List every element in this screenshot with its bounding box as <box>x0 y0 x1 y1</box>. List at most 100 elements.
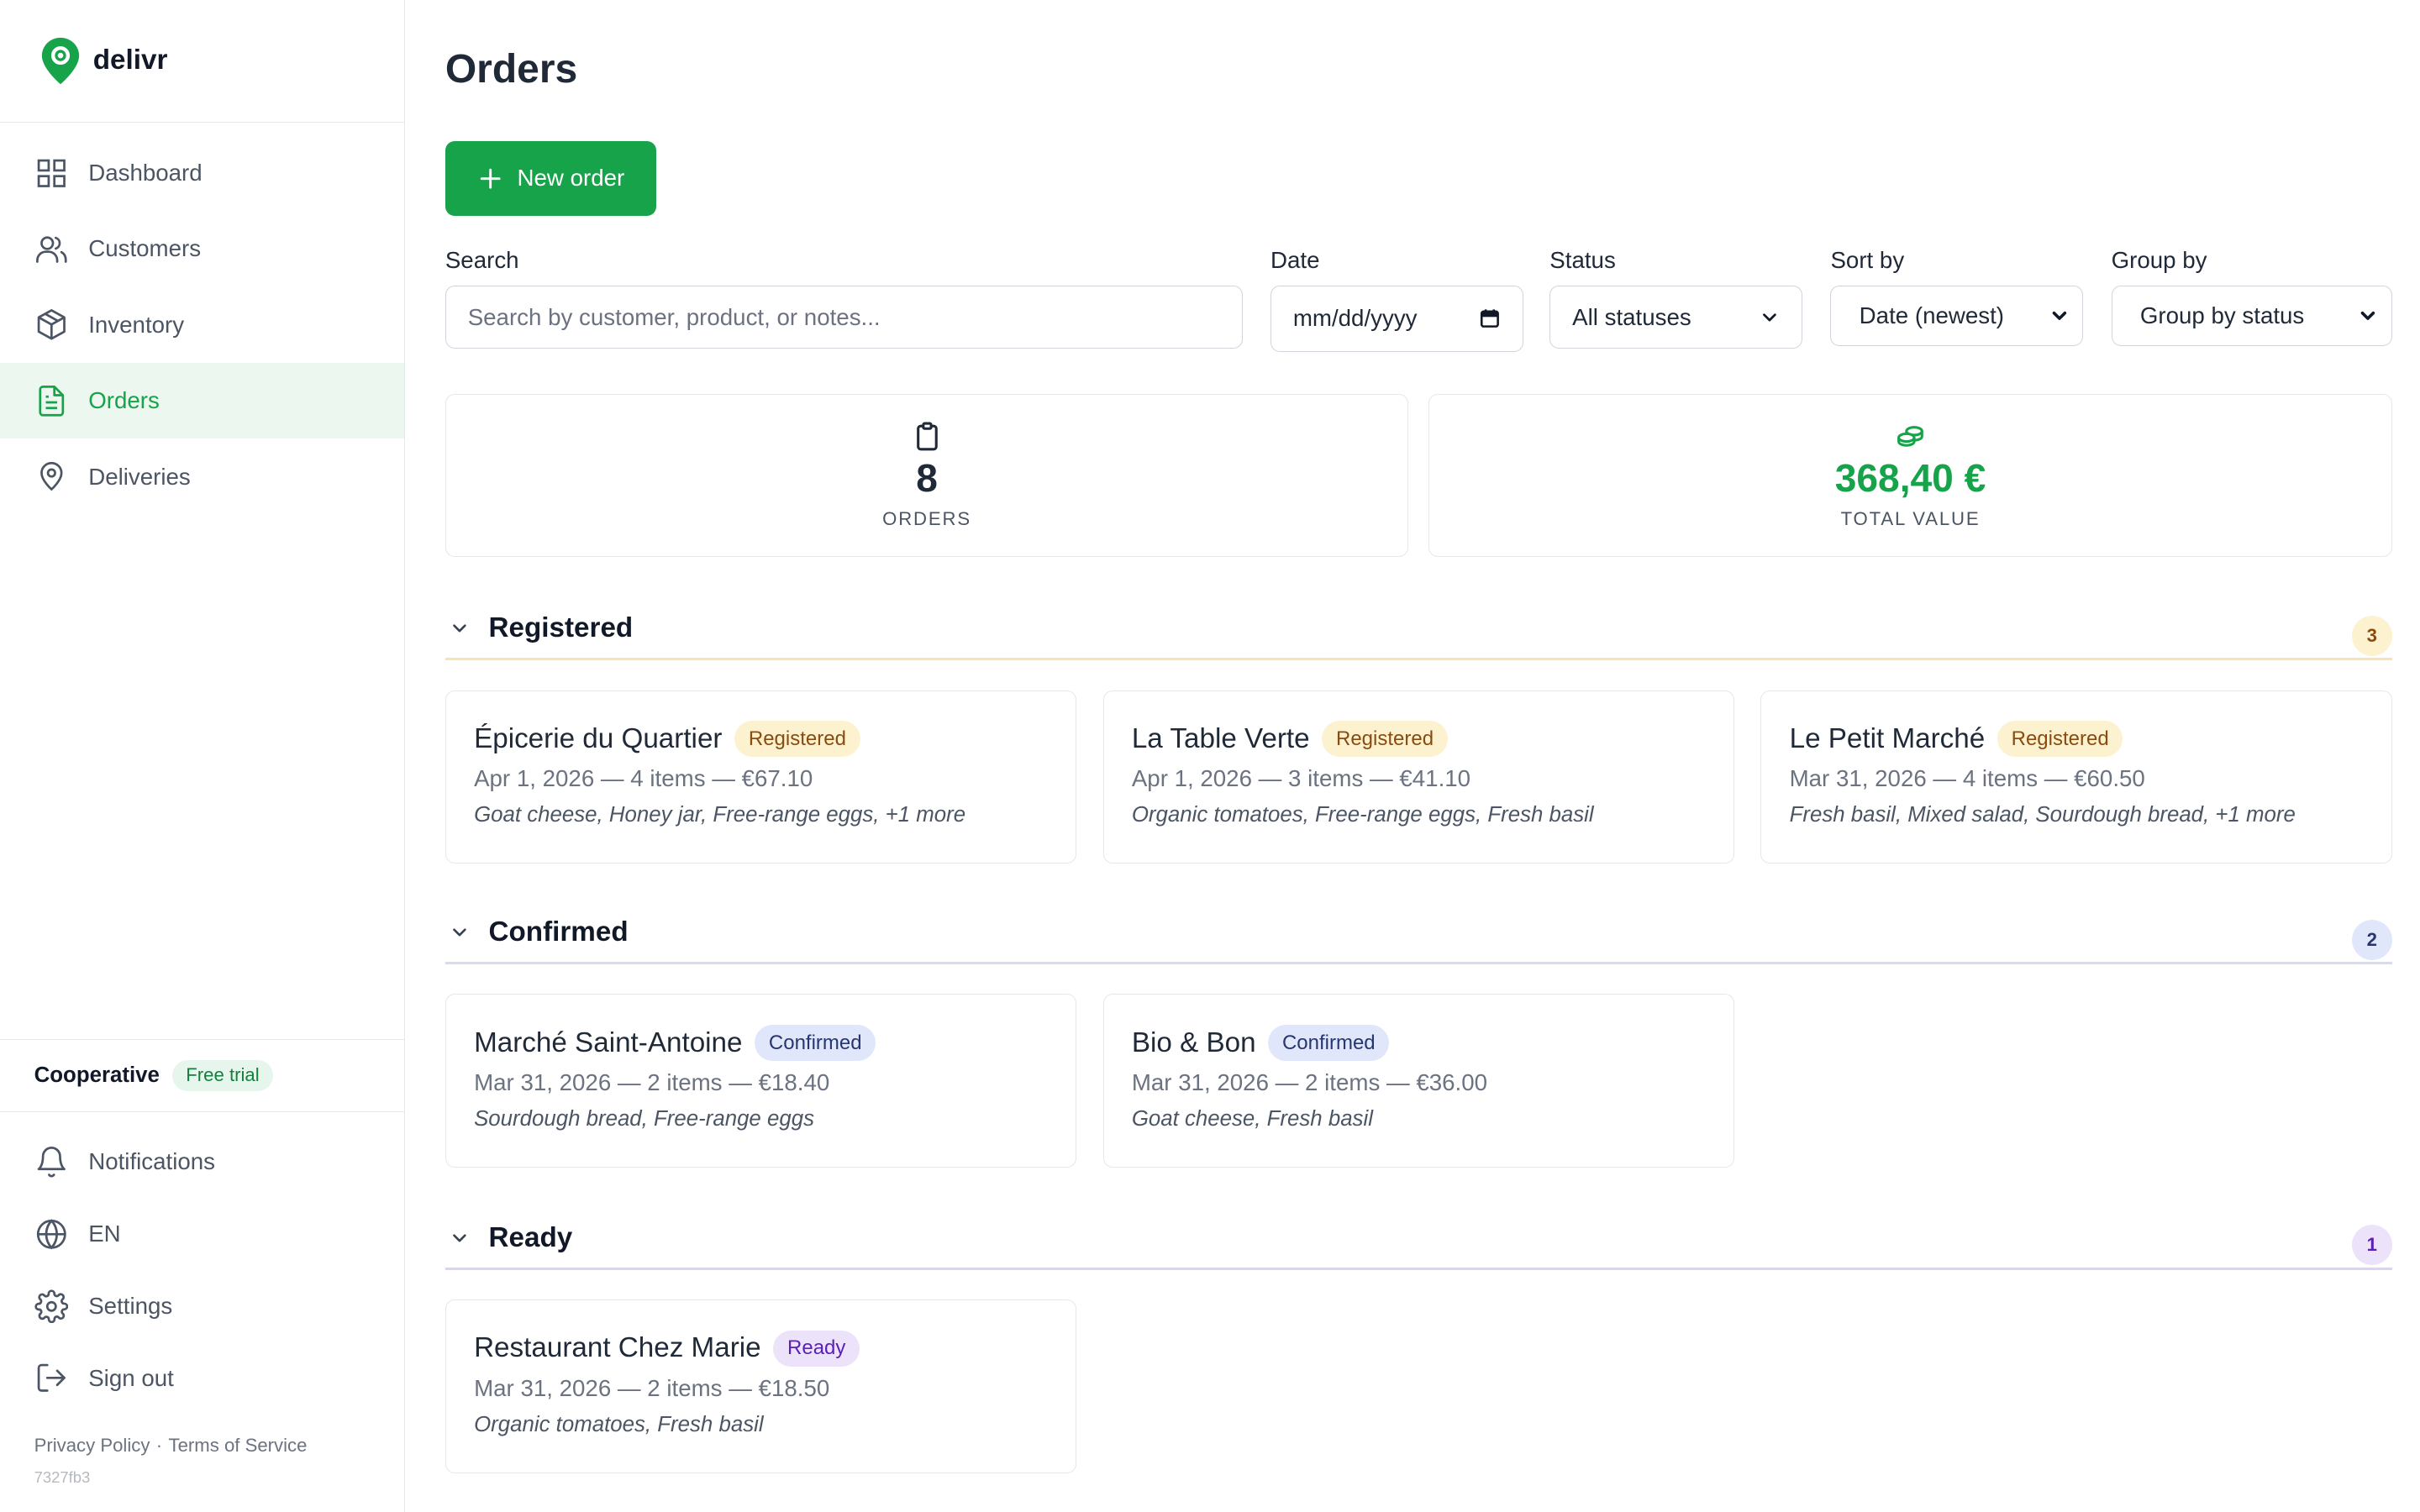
chevron-down-icon <box>2052 311 2066 320</box>
sidebar-item-deliveries[interactable]: Deliveries <box>0 438 404 514</box>
build-version: 7327fb3 <box>34 1468 91 1487</box>
search-label: Search <box>445 246 519 273</box>
group-title: Ready <box>488 1221 573 1253</box>
sidebar-item-label: Sign out <box>88 1364 174 1391</box>
sidebar-item-label: Dashboard <box>88 159 203 186</box>
plan-badge: Free trial <box>171 1059 274 1091</box>
chevron-down-icon <box>452 928 466 937</box>
order-meta: Mar 31, 2026 — 2 items — €18.40 <box>474 1068 830 1095</box>
sidebar-item-inventory[interactable]: Inventory <box>0 287 404 363</box>
new-order-button[interactable]: New order <box>445 141 656 216</box>
order-items: Fresh basil, Mixed salad, Sourdough brea… <box>1789 803 2296 827</box>
sidebar-item-label: Inventory <box>88 311 185 338</box>
search-input[interactable] <box>445 285 1243 349</box>
date-field[interactable]: mm/dd/yyyy <box>1270 285 1523 353</box>
order-card[interactable]: Bio & Bon Confirmed Mar 31, 2026 — 2 ite… <box>1102 994 1734 1168</box>
main-content: Orders New order Search Date mm/dd/yyyy … <box>405 0 2420 1512</box>
total-value: 368,40 € <box>1834 455 1986 500</box>
order-card[interactable]: Épicerie du Quartier Registered Apr 1, 2… <box>445 690 1077 864</box>
document-icon <box>39 385 64 417</box>
sort-select[interactable]: Date (newest) <box>1830 285 2084 346</box>
order-card[interactable]: Le Petit Marché Registered Mar 31, 2026 … <box>1760 690 2392 864</box>
sort-value: Date (newest) <box>1859 302 2005 328</box>
order-card[interactable]: Marché Saint-Antoine Confirmed Mar 31, 2… <box>445 994 1077 1168</box>
globe-icon <box>36 1218 66 1250</box>
group-count-badge: 3 <box>2351 615 2392 656</box>
box-icon <box>37 309 66 341</box>
language-switcher[interactable]: EN <box>0 1198 404 1270</box>
sidebar-item-label: Deliveries <box>88 463 191 490</box>
group-header-confirmed[interactable]: Confirmed 2 <box>445 902 2392 965</box>
sign-out-button[interactable]: Sign out <box>0 1342 404 1415</box>
sidebar-item-notifications[interactable]: Notifications <box>0 1126 404 1198</box>
order-customer: Restaurant Chez Marie <box>474 1332 761 1364</box>
organization-info: Cooperative Free trial <box>0 1038 404 1112</box>
new-order-label: New order <box>517 165 625 192</box>
privacy-policy-link[interactable]: Privacy Policy <box>34 1434 150 1456</box>
grid-icon <box>37 159 66 187</box>
terms-of-service-link[interactable]: Terms of Service <box>168 1434 308 1456</box>
app-logo[interactable]: delivr <box>0 0 404 123</box>
organization-name: Cooperative <box>34 1063 160 1087</box>
order-meta: Apr 1, 2026 — 4 items — €67.10 <box>474 765 813 792</box>
group-header-ready[interactable]: Ready 1 <box>445 1208 2392 1270</box>
date-label: Date <box>1270 246 1320 273</box>
order-meta: Mar 31, 2026 — 2 items — €36.00 <box>1131 1068 1488 1095</box>
group-label: Group by <box>2111 246 2207 273</box>
order-customer: Le Petit Marché <box>1789 722 1986 754</box>
sign-out-icon <box>37 1364 66 1393</box>
group-count-badge: 2 <box>2351 919 2392 960</box>
map-pin-logo-icon <box>41 37 80 85</box>
order-items: Organic tomatoes, Free-range eggs, Fresh… <box>1131 803 1594 827</box>
sidebar-item-orders[interactable]: Orders <box>0 362 404 439</box>
status-badge: Ready <box>773 1330 860 1367</box>
order-customer: La Table Verte <box>1131 722 1310 754</box>
sidebar-item-settings[interactable]: Settings <box>0 1270 404 1342</box>
orders-count: 8 <box>916 455 938 500</box>
order-card[interactable]: La Table Verte Registered Apr 1, 2026 — … <box>1102 690 1734 864</box>
status-select[interactable]: All statuses <box>1549 285 1803 349</box>
sidebar-item-label: Customers <box>88 235 202 262</box>
status-label: Status <box>1549 246 1616 273</box>
group-count-badge: 1 <box>2351 1225 2392 1266</box>
status-value: All statuses <box>1572 303 1691 330</box>
sidebar-item-label: Notifications <box>88 1148 216 1175</box>
map-pin-icon <box>39 462 63 491</box>
order-items: Sourdough bread, Free-range eggs <box>474 1106 814 1131</box>
status-badge: Confirmed <box>755 1025 876 1061</box>
status-badge: Registered <box>734 721 860 758</box>
coins-icon <box>1897 426 1923 447</box>
orders-count-card: 8 ORDERS <box>445 393 1409 557</box>
order-items: Goat cheese, Fresh basil <box>1131 1106 1373 1131</box>
legal-links: Privacy Policy · Terms of Service <box>34 1435 308 1457</box>
status-badge: Registered <box>1997 721 2123 758</box>
sidebar-item-label: Settings <box>88 1292 173 1319</box>
order-items: Organic tomatoes, Fresh basil <box>474 1412 764 1436</box>
group-header-registered[interactable]: Registered 3 <box>445 599 2392 661</box>
group-title: Confirmed <box>488 916 629 948</box>
gear-icon <box>34 1289 68 1323</box>
users-icon <box>35 236 67 263</box>
sidebar-item-label: Orders <box>88 387 160 414</box>
total-value-label: TOTAL VALUE <box>1840 507 1981 529</box>
order-customer: Épicerie du Quartier <box>474 722 723 754</box>
order-card[interactable]: Restaurant Chez Marie Ready Mar 31, 2026… <box>445 1299 1077 1473</box>
clipboard-icon <box>916 422 938 451</box>
chevron-down-icon <box>1762 312 1776 322</box>
group-title: Registered <box>488 612 634 644</box>
app-name: delivr <box>92 45 168 76</box>
status-badge: Confirmed <box>1268 1025 1390 1061</box>
chevron-down-icon <box>452 1234 466 1242</box>
group-select[interactable]: Group by status <box>2111 285 2392 346</box>
bottom-nav: Notifications EN Settings Sign out <box>0 1126 404 1414</box>
order-customer: Bio & Bon <box>1131 1026 1256 1058</box>
order-meta: Mar 31, 2026 — 4 items — €60.50 <box>1789 765 2145 792</box>
sort-label: Sort by <box>1830 246 1905 273</box>
order-customer: Marché Saint-Antoine <box>474 1026 743 1058</box>
order-items: Goat cheese, Honey jar, Free-range eggs,… <box>474 803 966 827</box>
sidebar-item-customers[interactable]: Customers <box>0 211 404 286</box>
chevron-down-icon <box>2360 311 2375 320</box>
sidebar-item-dashboard[interactable]: Dashboard <box>0 135 404 211</box>
calendar-icon[interactable] <box>1479 307 1501 329</box>
main-nav: Dashboard Customers Inventory Orders Del… <box>0 123 404 515</box>
